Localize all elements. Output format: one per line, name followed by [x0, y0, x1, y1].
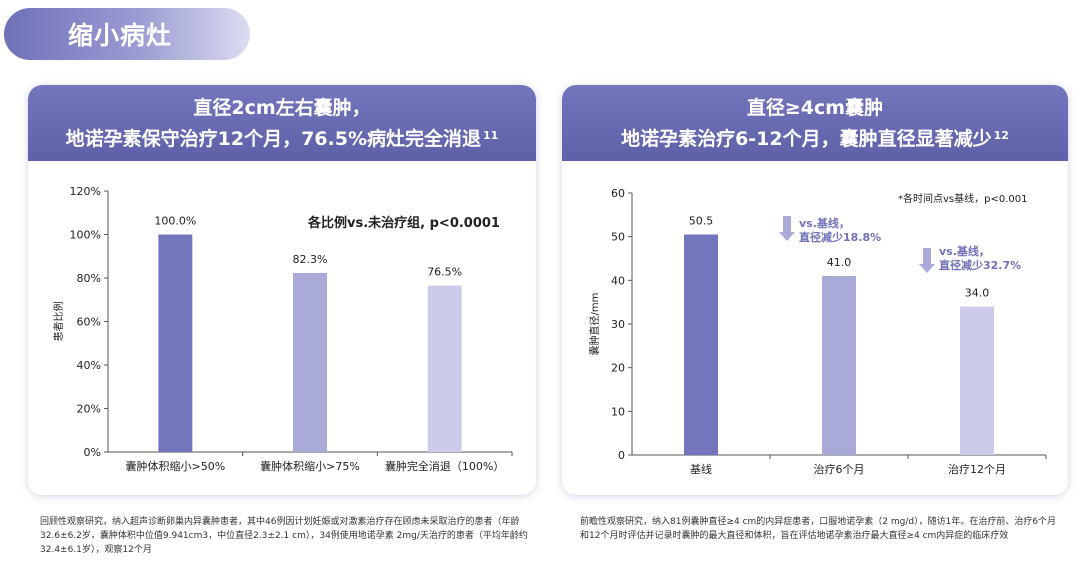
left-header-line2: 地诺孕素保守治疗12个月，76.5%病灶完全消退 [65, 127, 482, 150]
bar-value-label: 100.0% [154, 215, 196, 228]
y-tick-label: 10 [611, 405, 625, 418]
reduction-annotation-12m: vs.基线， 直径减少32.7% [919, 244, 1021, 273]
bar [158, 234, 193, 452]
bar-value-label: 34.0 [965, 287, 990, 300]
x-category-label: 治疗12个月 [948, 462, 1006, 476]
right-header-line2: 地诺孕素治疗6-12个月，囊肿直径显著减少 [621, 127, 992, 150]
bar [960, 306, 994, 455]
left-header-ref: 11 [483, 128, 499, 142]
x-category-label: 囊肿体积缩小>75% [260, 459, 360, 473]
x-category-label: 囊肿体积缩小>50% [125, 459, 225, 473]
y-tick-label: 40% [77, 359, 101, 372]
down-arrow-icon [919, 248, 935, 273]
annotation-12m-line1: vs.基线， [939, 244, 990, 258]
y-axis-title: 患者比例 [52, 302, 65, 342]
bar [822, 275, 856, 455]
y-tick-label: 20 [611, 362, 625, 375]
bar-value-label: 82.3% [293, 253, 328, 266]
y-tick-label: 40 [611, 274, 625, 287]
y-tick-label: 50 [611, 231, 625, 244]
left-card: 直径2cm左右囊肿， 地诺孕素保守治疗12个月，76.5%病灶完全消退 11 各比… [28, 85, 536, 495]
right-significance-note: *各时间点vs基线，p<0.001 [898, 192, 1027, 205]
y-tick-label: 60 [611, 187, 625, 200]
reduction-annotation-6m: vs.基线， 直径减少18.8% [779, 216, 881, 244]
y-tick-label: 0% [84, 446, 101, 459]
left-bar-chart: 各比例vs.未治疗组, p<0.0001 0% 20% 40% 60% 80% 100% 1… [52, 185, 513, 473]
bar-value-label: 41.0 [827, 256, 852, 269]
right-card: 直径≥4cm囊肿 地诺孕素治疗6-12个月，囊肿直径显著减少 12 *各时间点vs… [562, 85, 1068, 495]
bar [684, 234, 718, 455]
bar-value-label: 76.5% [427, 266, 462, 279]
y-tick-label: 100% [70, 229, 101, 242]
right-header-line1: 直径≥4cm囊肿 [746, 96, 884, 119]
x-category-label: 基线 [690, 462, 712, 476]
x-category-label: 治疗6个月 [814, 462, 865, 476]
bar-value-label: 50.5 [689, 214, 714, 227]
y-tick-label: 30 [611, 318, 625, 331]
right-footnote: 前瞻性观察研究，纳入81例囊肿直径≥4 cm的内异症患者，口服地诺孕素（2 mg… [580, 517, 1057, 541]
y-tick-label: 60% [77, 316, 101, 329]
right-header-ref: 12 [993, 128, 1009, 142]
y-axis-title: 囊肿直径/mm [588, 293, 601, 356]
right-header-line2-wrap: 地诺孕素治疗6-12个月，囊肿直径显著减少 12 [562, 122, 1068, 153]
y-tick-label: 80% [77, 272, 101, 285]
right-bar-chart: *各时间点vs基线，p<0.001 vs.基线， 直径减少18.8% vs.基线… [588, 187, 1047, 476]
bar [293, 272, 327, 452]
section-title-pill: 缩小病灶 [4, 8, 250, 60]
left-header-line2-wrap: 地诺孕素保守治疗12个月，76.5%病灶完全消退 11 [28, 122, 536, 153]
down-arrow-icon [779, 216, 795, 241]
left-header-line1: 直径2cm左右囊肿， [193, 96, 371, 119]
left-significance-annotation: 各比例vs.未治疗组, p<0.0001 [307, 215, 500, 231]
left-card-header: 直径2cm左右囊肿， 地诺孕素保守治疗12个月，76.5%病灶完全消退 11 [28, 85, 536, 161]
y-tick-label: 120% [70, 185, 101, 198]
annotation-6m-line2: 直径减少18.8% [799, 230, 881, 244]
annotation-12m-line2: 直径减少32.7% [939, 258, 1021, 272]
bar [427, 285, 462, 452]
left-footnote: 回顾性观察研究，纳入超声诊断卵巢内异囊肿患者，其中46例因计划妊娠或对激素治疗存… [40, 517, 528, 555]
annotation-6m-line1: vs.基线， [799, 216, 850, 230]
section-title: 缩小病灶 [68, 21, 173, 50]
y-tick-label: 0 [618, 449, 625, 462]
y-tick-label: 20% [77, 403, 101, 416]
x-category-label: 囊肿完全消退（100%） [385, 459, 504, 473]
right-card-header: 直径≥4cm囊肿 地诺孕素治疗6-12个月，囊肿直径显著减少 12 [562, 85, 1068, 161]
